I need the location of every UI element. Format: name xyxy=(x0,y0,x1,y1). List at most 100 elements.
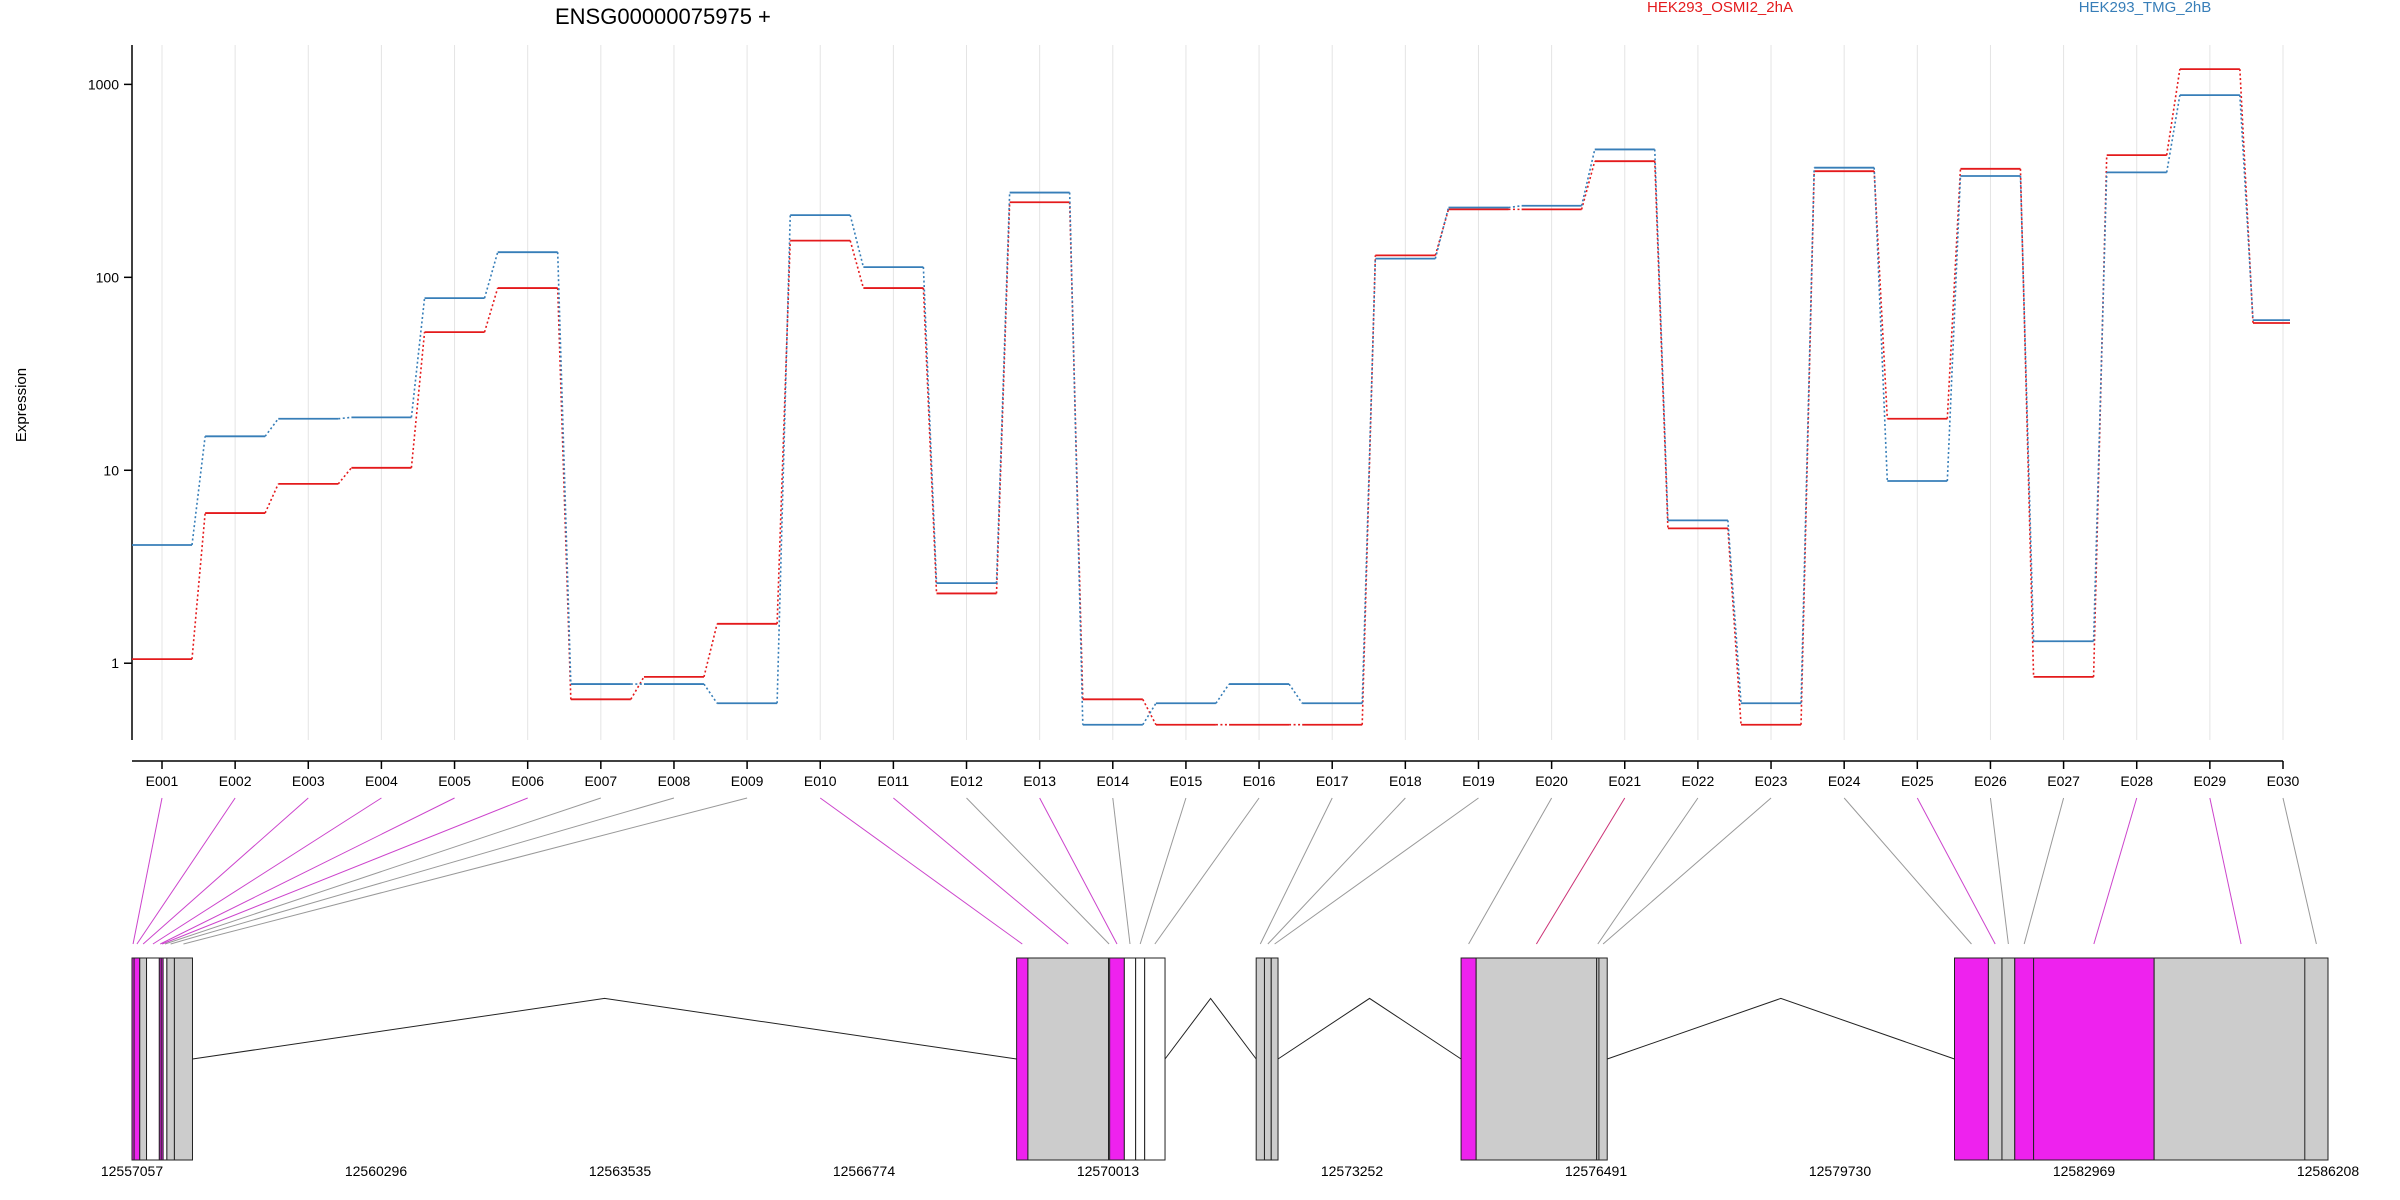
exon-box-E004 xyxy=(146,957,160,1161)
series-HEK293_OSMI2_2hA-link-5 xyxy=(483,287,499,333)
x-tick-label-E010: E010 xyxy=(804,773,837,789)
series-HEK293_OSMI2_2hA-link-26 xyxy=(2019,168,2035,677)
coord-label-12560296: 12560296 xyxy=(345,1163,408,1179)
exon-box-E024 xyxy=(1954,957,1989,1161)
connector-E010 xyxy=(819,797,1023,945)
connector-E021 xyxy=(1535,797,1626,945)
series-HEK293_OSMI2_2hA-link-28 xyxy=(2165,68,2181,156)
x-tick-label-E018: E018 xyxy=(1389,773,1422,789)
exon-box-E027 xyxy=(2014,957,2035,1161)
connector-E020 xyxy=(1468,797,1553,945)
exon-box-E013 xyxy=(1109,957,1125,1161)
x-tick-label-E027: E027 xyxy=(2047,773,2080,789)
intron-4 xyxy=(1607,997,1955,1060)
series-HEK293_OSMI2_2hA-link-14 xyxy=(1142,698,1157,726)
connector-E002 xyxy=(136,797,236,945)
connector-E013 xyxy=(1039,797,1118,945)
series-HEK293_TMG_2hB-link-2 xyxy=(264,418,279,437)
series-HEK293_TMG_2hB-link-13 xyxy=(1068,192,1084,725)
exon-box-E009 xyxy=(173,957,193,1161)
x-tick-label-E022: E022 xyxy=(1682,773,1715,789)
exon-box-E018 xyxy=(1263,957,1272,1161)
connector-E022 xyxy=(1597,797,1699,945)
x-tick-label-E016: E016 xyxy=(1243,773,1276,789)
x-tick-label-E006: E006 xyxy=(511,773,544,789)
x-tick-label-E003: E003 xyxy=(292,773,325,789)
connector-E007 xyxy=(164,797,601,945)
grid-lines xyxy=(161,45,2284,740)
connector-E024 xyxy=(1843,797,1972,945)
series-HEK293_OSMI2_2hA-link-8 xyxy=(703,623,718,678)
x-axis: E001 E002 E003 E004 E005 E006 E007 E008 E009 E010… xyxy=(132,760,2300,789)
exon-connectors xyxy=(132,797,2317,945)
coord-label-12576491: 12576491 xyxy=(1565,1163,1628,1179)
series-HEK293_TMG_2hB-link-16 xyxy=(1288,683,1303,704)
series-HEK293_OSMI2_2hA-link-23 xyxy=(1800,171,1815,725)
x-tick-label-E026: E026 xyxy=(1974,773,2007,789)
exon-box-E002 xyxy=(133,957,141,1161)
x-tick-label-E001: E001 xyxy=(146,773,179,789)
series-HEK293_OSMI2_2hA-link-9 xyxy=(776,240,792,624)
exon-box-E025 xyxy=(1987,957,2003,1161)
connector-E023 xyxy=(1602,797,1772,945)
coord-label-12566774: 12566774 xyxy=(833,1163,896,1179)
x-tick-label-E021: E021 xyxy=(1608,773,1641,789)
exon-box-E003 xyxy=(139,957,148,1161)
series-HEK293_TMG_2hB-link-24 xyxy=(1873,167,1889,482)
series-HEK293_TMG_2hB-link-28 xyxy=(2165,94,2181,173)
exon-box-E011 xyxy=(1027,957,1110,1161)
x-tick-label-E030: E030 xyxy=(2267,773,2300,789)
connector-E019 xyxy=(1274,797,1479,945)
y-tick-label-10: 10 xyxy=(103,462,119,478)
series-HEK293_OSMI2_2hA-link-6 xyxy=(556,288,572,700)
connector-E025 xyxy=(1916,797,1996,945)
series-HEK293_OSMI2_2hA xyxy=(132,68,2290,726)
x-tick-label-E028: E028 xyxy=(2120,773,2153,789)
x-tick-label-E011: E011 xyxy=(878,773,910,789)
genomic-coordinate-axis: 12557057 12560296 12563535 12566774 12570013… xyxy=(101,1163,2360,1179)
connector-E018 xyxy=(1267,797,1406,945)
series-HEK293_TMG_2hB-link-11 xyxy=(922,267,938,584)
series-HEK293_TMG_2hB-link-8 xyxy=(703,683,718,704)
connector-E026 xyxy=(1989,797,2009,945)
series-HEK293_TMG_2hB-link-17 xyxy=(1361,258,1377,704)
exon-box-E021 xyxy=(1475,957,1598,1161)
exon-box-E008 xyxy=(166,957,175,1161)
x-tick-label-E024: E024 xyxy=(1828,773,1861,789)
exon-box-E007 xyxy=(162,957,168,1161)
series-HEK293_OSMI2_2hA-link-2 xyxy=(264,483,280,514)
series-HEK293_OSMI2_2hA-link-1 xyxy=(191,513,206,660)
connector-E001 xyxy=(132,797,163,945)
x-tick-label-E007: E007 xyxy=(584,773,617,789)
coord-label-12582969: 12582969 xyxy=(2053,1163,2116,1179)
series-HEK293_TMG_2hB-link-6 xyxy=(556,252,572,685)
exon-box-E015 xyxy=(1135,957,1146,1161)
intron-3 xyxy=(1277,997,1462,1060)
x-tick-label-E009: E009 xyxy=(731,773,764,789)
series-HEK293_TMG_2hB xyxy=(132,94,2290,726)
connector-E011 xyxy=(893,797,1069,945)
series-HEK293_TMG_2hB-link-3 xyxy=(338,416,352,420)
x-tick-label-E004: E004 xyxy=(365,773,398,789)
x-tick-label-E015: E015 xyxy=(1170,773,1203,789)
series-HEK293_TMG_2hB-link-5 xyxy=(483,251,499,299)
series-HEK293_TMG_2hB-link-29 xyxy=(2239,95,2254,321)
coord-label-12586208: 12586208 xyxy=(2297,1163,2360,1179)
series-HEK293_TMG_2hB-link-15 xyxy=(1215,683,1230,704)
x-tick-label-E020: E020 xyxy=(1535,773,1568,789)
legend: HEK293_OSMI2_2hA HEK293_TMG_2hB xyxy=(1647,0,2211,16)
exon-box-E017 xyxy=(1255,957,1265,1161)
x-tick-label-E029: E029 xyxy=(2194,773,2227,789)
coord-label-12563535: 12563535 xyxy=(589,1163,652,1179)
x-tick-label-E013: E013 xyxy=(1023,773,1056,789)
x-tick-label-E025: E025 xyxy=(1901,773,1934,789)
series-HEK293_TMG_2hB-link-20 xyxy=(1580,149,1596,206)
series-HEK293_OSMI2_2hA-link-20 xyxy=(1580,160,1596,210)
exon-box-E029 xyxy=(2153,957,2329,1161)
coord-label-12570013: 12570013 xyxy=(1077,1163,1140,1179)
connector-E004 xyxy=(152,797,382,945)
connector-E028 xyxy=(2093,797,2138,945)
series-HEK293_OSMI2_2hA-link-11 xyxy=(922,288,938,594)
